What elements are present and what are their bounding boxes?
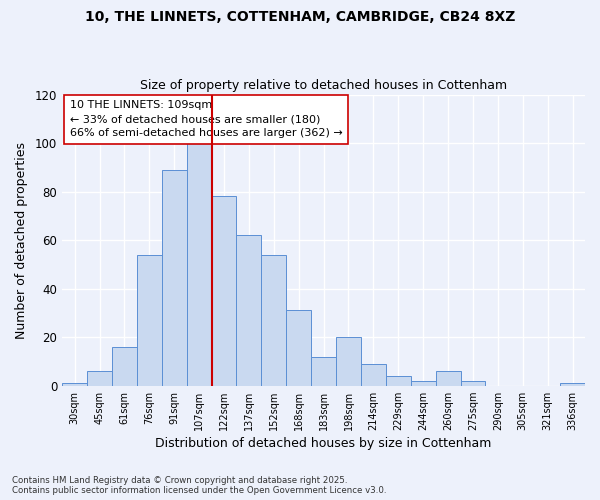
Bar — [436, 371, 461, 386]
Bar — [361, 364, 386, 386]
Bar — [262, 254, 286, 386]
Bar — [411, 381, 436, 386]
Bar — [112, 347, 137, 386]
Text: Contains HM Land Registry data © Crown copyright and database right 2025.
Contai: Contains HM Land Registry data © Crown c… — [12, 476, 386, 495]
Bar — [336, 337, 361, 386]
Bar — [461, 381, 485, 386]
Text: 10, THE LINNETS, COTTENHAM, CAMBRIDGE, CB24 8XZ: 10, THE LINNETS, COTTENHAM, CAMBRIDGE, C… — [85, 10, 515, 24]
Bar — [236, 236, 262, 386]
Text: 10 THE LINNETS: 109sqm
← 33% of detached houses are smaller (180)
66% of semi-de: 10 THE LINNETS: 109sqm ← 33% of detached… — [70, 100, 343, 138]
Bar — [62, 384, 87, 386]
Bar — [162, 170, 187, 386]
Y-axis label: Number of detached properties: Number of detached properties — [15, 142, 28, 338]
Bar — [137, 254, 162, 386]
X-axis label: Distribution of detached houses by size in Cottenham: Distribution of detached houses by size … — [155, 437, 492, 450]
Bar — [212, 196, 236, 386]
Bar — [286, 310, 311, 386]
Title: Size of property relative to detached houses in Cottenham: Size of property relative to detached ho… — [140, 79, 507, 92]
Bar — [311, 356, 336, 386]
Bar — [560, 384, 585, 386]
Bar — [87, 371, 112, 386]
Bar — [386, 376, 411, 386]
Bar — [187, 143, 212, 386]
